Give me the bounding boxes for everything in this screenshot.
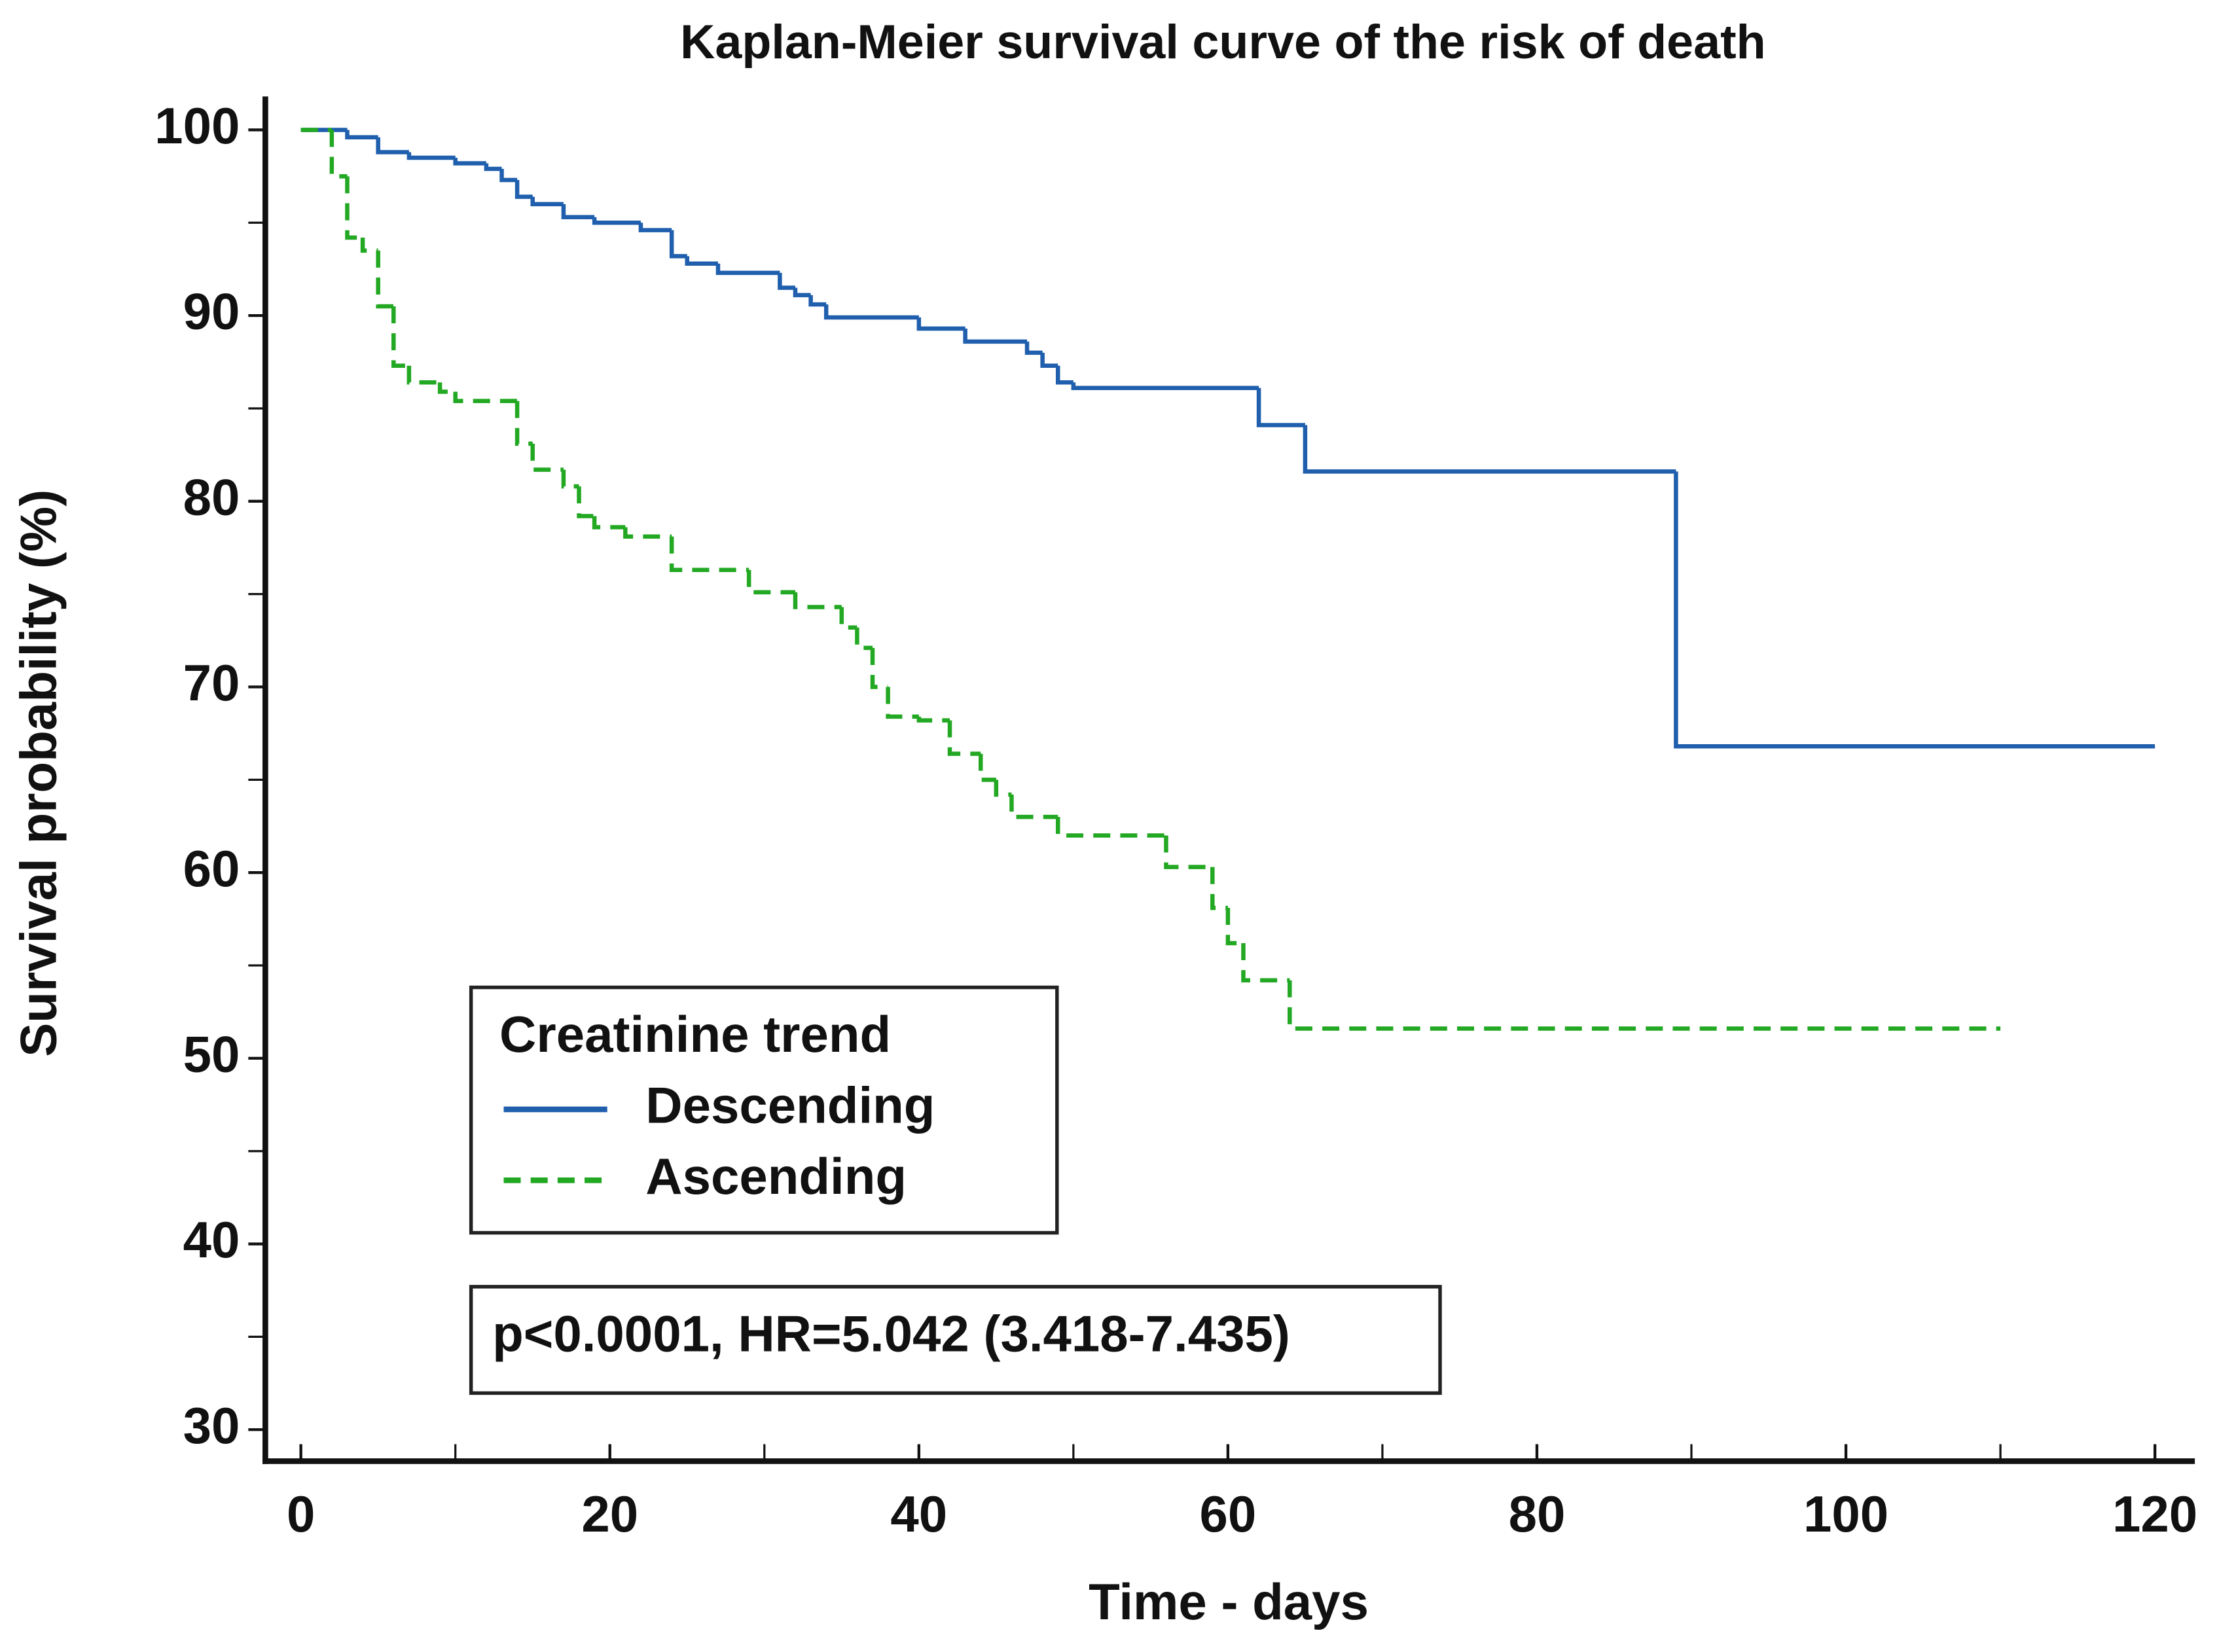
step-segment [638, 223, 672, 232]
step-segment [592, 516, 626, 530]
step-segment [577, 486, 595, 518]
legend-label: Descending [645, 1077, 935, 1134]
y-tick-label: 30 [183, 1397, 240, 1454]
step-segment [329, 130, 348, 179]
step-segment [561, 204, 595, 220]
y-tick-label: 40 [183, 1211, 240, 1268]
step-segment [916, 317, 965, 331]
y-tick-label: 80 [183, 468, 240, 526]
step-segment [360, 237, 378, 253]
step-segment [1288, 980, 2001, 1031]
step-segment [484, 163, 502, 171]
step-segment [592, 217, 641, 225]
plot-area [300, 128, 2156, 1031]
step-segment [530, 443, 564, 472]
step-segment [916, 716, 950, 723]
step-segment [345, 130, 378, 140]
step-segment [886, 687, 919, 719]
step-segment [1071, 382, 1259, 391]
x-tick-label: 120 [2112, 1485, 2197, 1543]
y-tick-label: 60 [183, 840, 240, 897]
step-segment [376, 250, 394, 309]
y-tick-label: 70 [183, 654, 240, 711]
step-segment [1009, 795, 1058, 819]
step-segment [746, 569, 795, 595]
y-axis-label: Survival probability (%) [10, 490, 67, 1057]
x-axis-label: Time - days [1089, 1573, 1369, 1630]
x-tick-label: 100 [1803, 1485, 1888, 1543]
x-tick-label: 60 [1199, 1485, 1256, 1543]
x-tick-label: 20 [581, 1485, 638, 1543]
step-segment [1241, 943, 1290, 982]
step-segment [715, 263, 780, 276]
step-segment [808, 295, 827, 307]
step-segment [1164, 835, 1213, 869]
step-segment [437, 382, 456, 394]
step-segment [499, 169, 518, 183]
step-segment [870, 647, 888, 689]
step-segment [1055, 817, 1166, 838]
step-segment [1024, 341, 1043, 355]
step-segment [1210, 867, 1228, 910]
step-segment [685, 256, 718, 266]
step-segment [839, 607, 857, 630]
step-segment [978, 753, 996, 782]
step-segment [793, 287, 811, 298]
y-tick-label: 100 [154, 97, 240, 154]
step-segment [1055, 365, 1073, 385]
step-segment [1040, 352, 1058, 368]
step-segment [453, 391, 518, 403]
step-segment [623, 527, 672, 539]
annotation-box [469, 1285, 1442, 1395]
y-tick-label: 50 [183, 1025, 240, 1083]
x-tick-label: 0 [287, 1485, 315, 1543]
step-segment [345, 176, 363, 240]
step-segment [453, 158, 486, 166]
step-segment [823, 304, 919, 320]
step-segment [514, 401, 533, 446]
y-tick-label: 90 [183, 283, 240, 340]
x-tick-label: 40 [890, 1485, 947, 1543]
step-segment [1256, 387, 1305, 427]
step-segment [963, 328, 1028, 344]
step-segment [947, 720, 981, 756]
step-segment [530, 196, 564, 207]
legend-title: Creatinine trend [499, 1005, 891, 1063]
step-segment [376, 137, 409, 154]
step-segment [778, 272, 795, 290]
step-segment [1674, 471, 2156, 749]
step-segment [406, 365, 441, 385]
step-segment [1225, 908, 1244, 946]
step-segment [1303, 425, 1676, 474]
step-segment [514, 180, 533, 199]
step-segment [994, 780, 1012, 797]
step-segment [793, 592, 842, 609]
x-tick-label: 80 [1509, 1485, 1566, 1543]
step-segment [391, 306, 409, 368]
chart-title: Kaplan-Meier survival curve of the risk … [680, 14, 1765, 69]
legend: Descending Ascending [503, 1077, 935, 1205]
legend-label: Ascending [645, 1147, 907, 1205]
annotation: p<0.0001, HR=5.042 (3.418-7.435) [492, 1305, 1290, 1363]
step-segment [669, 230, 687, 259]
step-segment [406, 152, 456, 160]
step-segment [669, 536, 749, 573]
step-segment [561, 469, 579, 489]
step-segment [855, 627, 873, 651]
